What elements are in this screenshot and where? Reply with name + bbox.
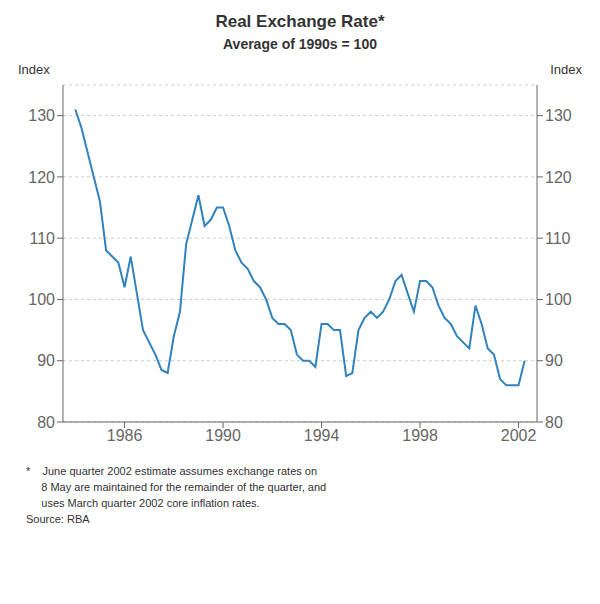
svg-text:80: 80 — [37, 414, 55, 431]
html-text:* June quarter 2002 estimate a: * June quarter 2002 estimate assumes exc… — [26, 465, 318, 477]
svg-text:130: 130 — [545, 107, 572, 124]
html-text:Real Exchange Rate*: Real Exchange Rate* — [215, 12, 385, 31]
svg-text:1994: 1994 — [304, 427, 340, 444]
svg-text:80: 80 — [545, 414, 563, 431]
svg-text:90: 90 — [37, 352, 55, 369]
svg-text:120: 120 — [28, 169, 55, 186]
html-text:Source: RBA: Source: RBA — [26, 513, 90, 525]
svg-text:1986: 1986 — [107, 427, 143, 444]
svg-text:120: 120 — [545, 169, 572, 186]
svg-text:90: 90 — [545, 352, 563, 369]
svg-text:1998: 1998 — [402, 427, 438, 444]
html-text:uses March quarter 2002 core i: uses March quarter 2002 core inflation r… — [26, 497, 260, 509]
svg-text:2002: 2002 — [501, 427, 537, 444]
svg-text:1990: 1990 — [205, 427, 241, 444]
html-text:8 May are maintained for the r: 8 May are maintained for the remainder o… — [26, 481, 327, 493]
svg-text:100: 100 — [545, 291, 572, 308]
svg-text:100: 100 — [28, 291, 55, 308]
html-text:Index: Index — [550, 62, 582, 77]
svg-text:110: 110 — [29, 230, 55, 247]
html-text:Index: Index — [18, 62, 50, 77]
html-text:Average of 1990s = 100: Average of 1990s = 100 — [223, 36, 377, 52]
svg-text:110: 110 — [545, 230, 571, 247]
svg-text:130: 130 — [28, 107, 55, 124]
